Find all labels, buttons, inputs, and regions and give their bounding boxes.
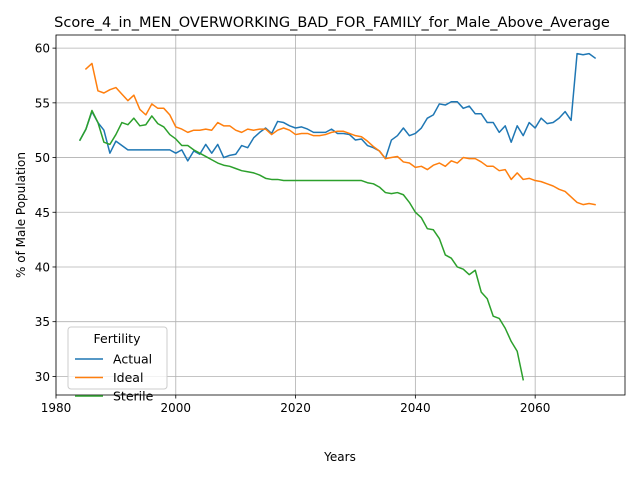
plot-area-frame (55, 34, 626, 396)
x-tick-label: 2020 (280, 401, 311, 415)
y-tick-label: 60 (35, 42, 50, 56)
y-tick-label: 35 (35, 315, 50, 329)
legend: Fertility Actual Ideal Sterile (67, 326, 168, 404)
series-line-actual (78, 52, 597, 162)
y-tick-label: 40 (35, 260, 50, 274)
x-tick-label: 2060 (520, 401, 551, 415)
x-axis-label: Years (323, 450, 356, 464)
y-tick-label: 45 (35, 206, 50, 220)
x-tick-label: 2000 (161, 401, 192, 415)
y-tick-label: 50 (35, 151, 50, 165)
legend-label-ideal: Ideal (113, 370, 143, 385)
legend-box (67, 326, 168, 390)
grid-lines (55, 35, 625, 395)
chart-title: Score_4_in_MEN_OVERWORKING_BAD_FOR_FAMIL… (54, 15, 610, 31)
series-line-ideal (84, 62, 596, 206)
x-tick-label: 1980 (41, 401, 72, 415)
axis-ticks: 1980 2000 2020 2040 2060 30 35 40 45 50 55 60 (35, 42, 551, 415)
legend-title: Fertility (94, 331, 142, 346)
y-tick-label: 55 (35, 96, 50, 110)
legend-entries: Actual Ideal Sterile (75, 352, 154, 404)
y-tick-label: 30 (35, 370, 50, 384)
series-lines (78, 52, 597, 381)
legend-label-actual: Actual (113, 352, 152, 367)
y-axis-label: % of Male Population (14, 152, 28, 278)
series-line-sterile (78, 109, 525, 381)
legend-label-sterile: Sterile (113, 389, 154, 404)
x-tick-label: 2040 (400, 401, 431, 415)
